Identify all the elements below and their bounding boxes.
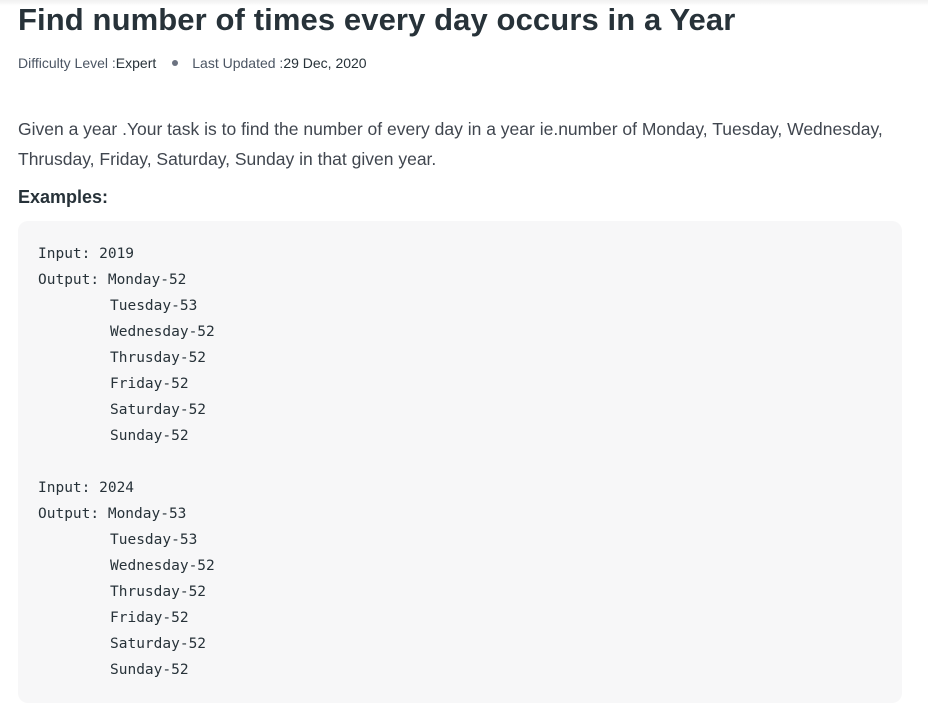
example-input-line: Input: 2024 — [38, 480, 135, 496]
example-output-line: Saturday-52 — [110, 402, 207, 418]
example-output-line: Output: Monday-53 — [38, 506, 187, 522]
example-output-line: Wednesday-52 — [110, 558, 215, 574]
page-title: Find number of times every day occurs in… — [18, 2, 736, 37]
article: Find number of times every day occurs in… — [18, 0, 902, 703]
example-output-line: Output: Monday-52 — [38, 272, 187, 288]
example-output-line: Friday-52 — [110, 610, 189, 626]
example-output-line: Sunday-52 — [110, 662, 189, 678]
example-output-line: Thrusday-52 — [110, 584, 207, 600]
article-meta: Difficulty Level : Expert Last Updated :… — [18, 54, 902, 72]
example-output-line: Tuesday-53 — [110, 298, 198, 314]
example-output-line: Thrusday-52 — [110, 350, 207, 366]
last-updated-value: 29 Dec, 2020 — [283, 55, 367, 71]
code-blank-line — [38, 449, 902, 475]
header-shadow — [0, 0, 928, 6]
code-block: Input: 2019 Output: Monday-52 Tuesday-53… — [18, 221, 902, 703]
example-output-line: Wednesday-52 — [110, 324, 215, 340]
example-output-line: Sunday-52 — [110, 428, 189, 444]
example-output-line: Friday-52 — [110, 376, 189, 392]
example-input-line: Input: 2019 — [38, 246, 135, 262]
examples-heading: Examples: — [18, 187, 109, 207]
last-updated-label: Last Updated : — [192, 55, 284, 71]
example-output-line: Tuesday-53 — [110, 532, 198, 548]
separator-dot-icon — [172, 60, 179, 66]
problem-statement: Given a year .Your task is to find the n… — [18, 119, 883, 169]
difficulty-label: Difficulty Level : — [18, 55, 116, 71]
difficulty-value: Expert — [115, 55, 157, 71]
example-output-line: Saturday-52 — [110, 636, 207, 652]
